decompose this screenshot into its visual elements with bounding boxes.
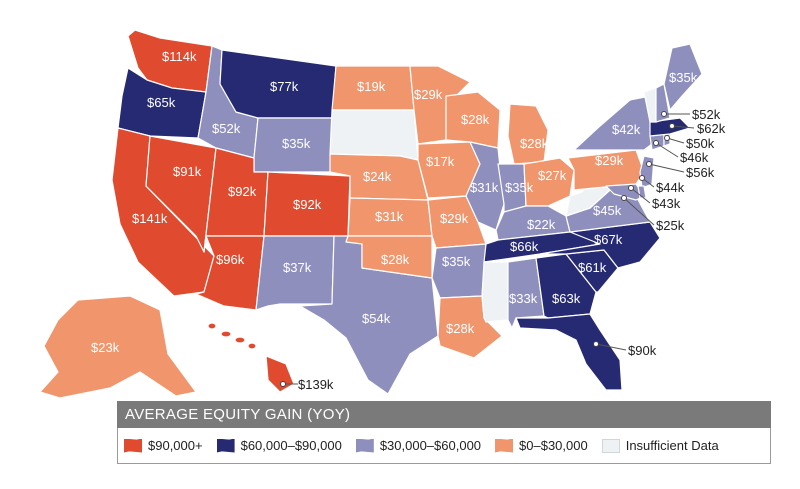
legend-item-none: Insufficient Data — [601, 438, 719, 453]
label-nv: $91k — [173, 164, 202, 179]
legend-label-none: Insufficient Data — [625, 438, 719, 453]
legend-swatch-upper — [216, 438, 235, 453]
label-sc: $61k — [578, 260, 607, 275]
label-ma: $62k — [697, 121, 726, 136]
label-ny: $42k — [612, 122, 641, 137]
legend-title: AVERAGE EQUITY GAIN (YOY) — [117, 401, 771, 428]
label-nd: $19k — [357, 79, 386, 94]
label-va: $45k — [593, 203, 622, 218]
legend-swatch-none — [601, 438, 620, 453]
label-mn: $29k — [414, 87, 443, 102]
label-la: $28k — [446, 321, 475, 336]
label-wy: $35k — [282, 136, 311, 151]
label-fl: $90k — [628, 343, 657, 358]
state-mi — [507, 103, 549, 165]
state-nv — [145, 135, 217, 253]
label-ct: $46k — [680, 150, 709, 165]
label-az: $96k — [216, 252, 245, 267]
legend-label-low: $0–$30,000 — [519, 438, 588, 453]
label-ar: $35k — [442, 254, 471, 269]
legend-items: $90,000+ $60,000–$90,000 $30,000–$60,000… — [117, 428, 771, 464]
state-nj — [639, 155, 655, 189]
label-tn: $66k — [510, 239, 539, 254]
label-pa: $29k — [595, 153, 624, 168]
label-me: $35k — [669, 70, 698, 85]
label-de: $44k — [656, 180, 685, 195]
legend-label-upper: $60,000–$90,000 — [240, 438, 342, 453]
legend-item-upper: $60,000–$90,000 — [216, 438, 342, 453]
label-md: $43k — [652, 196, 681, 211]
label-oh: $27k — [538, 168, 567, 183]
label-ga: $63k — [552, 291, 581, 306]
label-nh: $52k — [692, 107, 721, 122]
label-or: $65k — [147, 95, 176, 110]
label-nm: $37k — [283, 260, 312, 275]
legend-swatch-mid — [355, 438, 374, 453]
legend-label-high: $90,000+ — [148, 438, 203, 453]
label-id: $52k — [212, 121, 241, 136]
label-dc: $25k — [656, 218, 685, 233]
label-al: $33k — [509, 291, 538, 306]
legend-label-mid: $30,000–$60,000 — [379, 438, 482, 453]
label-tx: $54k — [362, 311, 391, 326]
label-ky: $22k — [527, 217, 556, 232]
legend: AVERAGE EQUITY GAIN (YOY) $90,000+ $60,0… — [117, 401, 771, 466]
label-wi: $28k — [461, 112, 490, 127]
label-nj: $56k — [686, 165, 715, 180]
label-ok: $28k — [381, 252, 410, 267]
state-sd — [329, 109, 419, 161]
label-nc: $67k — [594, 232, 623, 247]
label-ia: $17k — [426, 154, 455, 169]
label-wa: $114k — [162, 49, 197, 64]
state-wy — [253, 117, 333, 173]
state-hi — [207, 322, 295, 393]
label-il: $31k — [470, 180, 499, 195]
state-il — [465, 141, 505, 231]
label-ut: $92k — [228, 184, 257, 199]
label-ca: $141k — [132, 211, 168, 226]
legend-item-high: $90,000+ — [124, 438, 203, 453]
label-hi: $139k — [298, 377, 334, 392]
label-mo: $29k — [440, 211, 469, 226]
label-ne: $24k — [363, 169, 392, 184]
state-ms — [481, 261, 509, 323]
legend-swatch-high — [124, 438, 142, 453]
state-ar — [431, 243, 487, 299]
legend-item-mid: $30,000–$60,000 — [355, 438, 482, 453]
state-ak — [39, 295, 197, 399]
state-nc — [539, 221, 661, 269]
legend-item-low: $0–$30,000 — [495, 438, 588, 453]
state-fl — [515, 313, 623, 391]
label-in: $35k — [505, 180, 534, 195]
label-ri: $50k — [686, 136, 715, 151]
label-mt: $77k — [270, 79, 299, 94]
label-ks: $31k — [375, 209, 404, 224]
legend-swatch-low — [495, 438, 514, 453]
label-ak: $23k — [91, 340, 120, 355]
state-me — [663, 43, 703, 111]
label-co: $92k — [293, 197, 322, 212]
label-mi: $28k — [520, 136, 549, 151]
